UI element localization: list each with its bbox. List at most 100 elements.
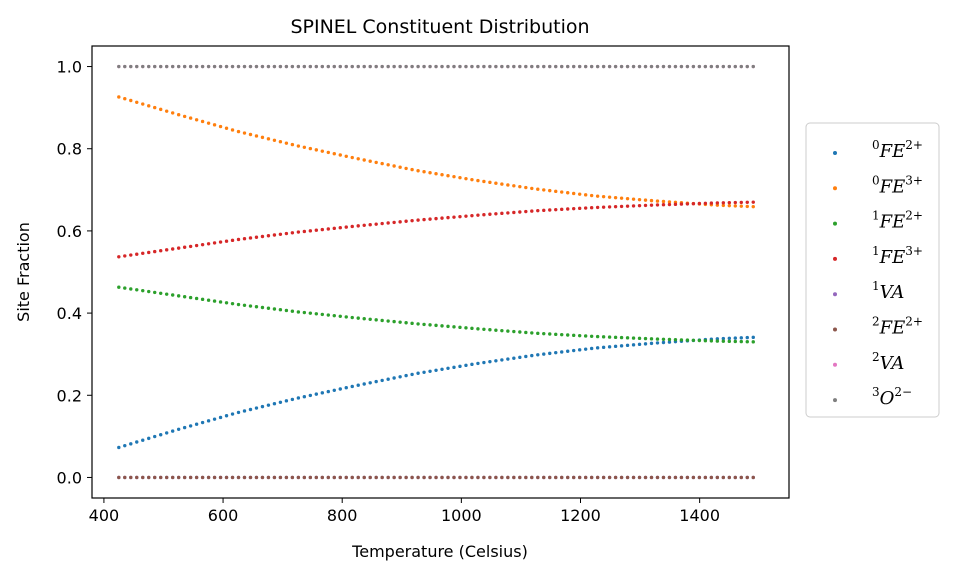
data-point [129,64,133,69]
data-point [368,64,372,69]
data-point [392,64,396,69]
data-point [326,64,330,69]
data-point [715,475,720,480]
data-point [649,64,654,69]
data-point [661,475,666,480]
legend-entry: 0FE2+ [872,138,923,162]
data-point [182,295,187,299]
data-point [434,368,438,372]
data-point [123,475,127,480]
data-point [745,204,749,209]
data-point [739,204,743,208]
data-point [380,221,384,226]
data-point [176,64,181,69]
series-1 [117,95,755,209]
data-point [536,64,540,69]
data-point [649,341,654,346]
data-point [601,194,606,199]
data-point [542,331,546,336]
data-point [248,132,253,137]
legend-entry: 1FE3+ [872,244,923,268]
data-point [619,196,624,200]
legend-entry: 3O2− [872,385,912,409]
data-point [392,475,396,480]
data-point [212,241,217,245]
data-point [236,237,241,242]
data-point [572,475,576,480]
data-point [625,64,630,69]
data-point [242,303,247,307]
data-point [254,406,259,410]
data-point [188,295,193,300]
data-point [392,376,396,380]
data-point [619,204,624,209]
data-point [266,403,271,407]
series-5 [117,475,755,480]
data-point [147,104,151,108]
data-point [230,475,235,480]
data-point [446,475,450,480]
data-point [739,200,743,205]
data-point [530,353,534,358]
data-point [679,202,684,206]
data-point [440,324,444,328]
data-point [625,196,630,201]
data-point [649,203,654,207]
data-point [194,475,199,480]
data-point [338,475,342,480]
data-point [176,113,181,117]
data-point [422,370,426,374]
data-point [374,318,378,322]
data-point [159,433,163,437]
data-point [488,359,492,364]
y-tick-label: 0.0 [57,468,82,487]
legend-marker [833,362,837,367]
data-point [368,159,372,163]
data-point [661,64,666,69]
data-point [506,329,510,333]
data-point [332,313,336,318]
data-point [703,64,708,69]
data-point [272,402,277,406]
data-point [476,475,480,480]
data-point [314,64,319,69]
data-point [380,318,384,323]
data-point [607,64,612,69]
data-point [506,475,510,480]
data-point [548,351,552,356]
data-point [123,64,127,69]
data-point [224,64,229,69]
data-point [194,64,199,69]
data-point [673,337,678,342]
data-point [278,64,283,69]
data-point [476,64,480,69]
data-point [464,176,468,181]
data-point [500,358,504,362]
legend-entry: 0FE3+ [872,173,923,197]
data-point [338,226,342,230]
data-point [607,205,612,209]
data-point [308,64,313,69]
data-point [194,118,199,122]
data-point [637,336,642,341]
data-point [117,475,121,480]
data-point [577,333,582,338]
data-point [135,100,139,104]
data-point [625,336,630,340]
data-point [476,213,480,217]
data-point [260,404,265,409]
data-point [129,475,133,480]
data-point [518,184,522,189]
data-point [368,317,372,321]
data-point [440,367,444,371]
data-point [583,206,588,210]
data-point [392,164,396,168]
data-point [667,475,672,480]
data-point [751,204,755,209]
data-point [153,64,157,69]
data-point [362,475,366,480]
data-point [619,344,624,348]
data-point [182,64,187,69]
data-point [560,207,564,212]
data-point [332,475,336,480]
